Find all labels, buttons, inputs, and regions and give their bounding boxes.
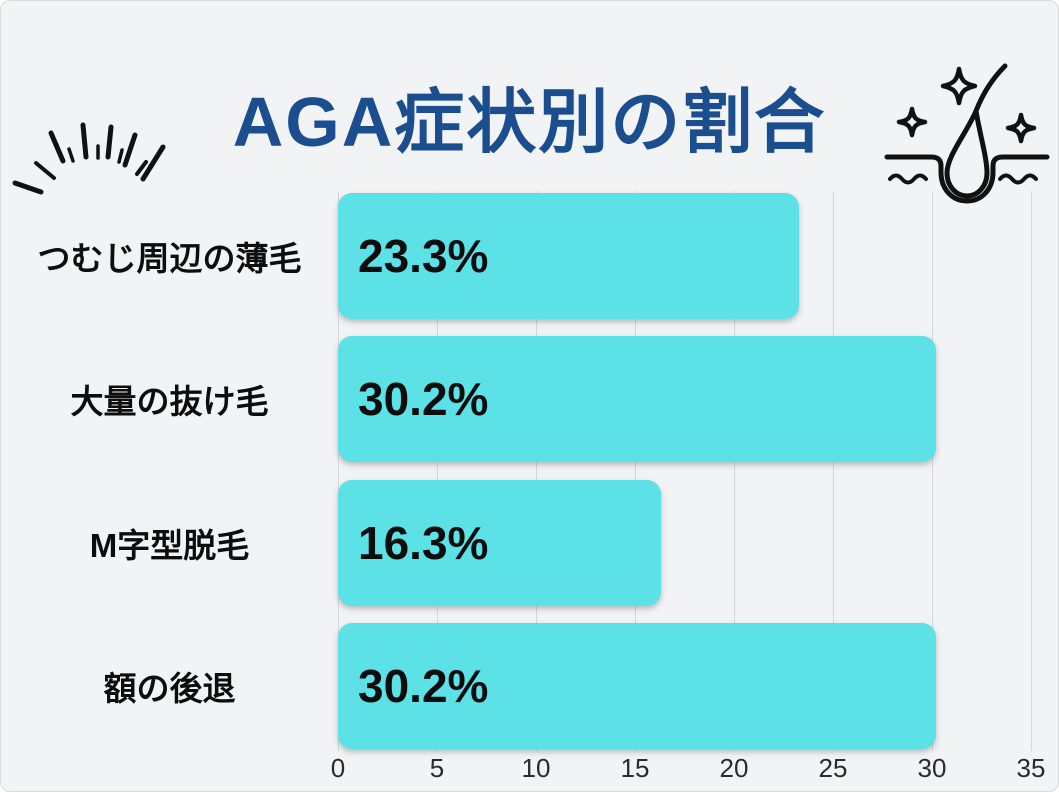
- vertical-gridline: [338, 191, 339, 751]
- vertical-gridline: [536, 191, 537, 751]
- x-tick-label: 25: [818, 753, 848, 783]
- bar-2: 16.3%: [338, 479, 661, 606]
- vertical-gridline: [437, 191, 438, 751]
- burst-decoration-icon: [12, 122, 166, 195]
- vertical-gridline: [635, 191, 636, 751]
- x-tick-label: 30: [917, 753, 947, 783]
- x-tick-label: 35: [1016, 753, 1046, 783]
- category-label: 額の後退: [103, 669, 236, 707]
- x-tick-label: 15: [620, 753, 650, 783]
- vertical-gridline: [833, 191, 834, 751]
- category-label: つむじ周辺の薄毛: [37, 240, 302, 277]
- vertical-gridline: [1031, 191, 1032, 751]
- bar-3: 30.2%: [338, 622, 936, 749]
- bar-value-label: 16.3%: [358, 516, 489, 569]
- bar-1: 30.2%: [338, 336, 936, 463]
- page-title: AGA症状別の割合: [232, 83, 827, 161]
- bar-value-label: 30.2%: [358, 373, 489, 426]
- bar-value-label: 23.3%: [358, 230, 489, 282]
- x-tick-label: 10: [521, 753, 551, 783]
- vertical-gridline: [734, 191, 735, 751]
- x-tick-label: 5: [429, 753, 445, 783]
- category-label: M字型脱毛: [89, 526, 250, 564]
- x-tick-label: 0: [330, 753, 346, 783]
- vertical-gridline: [932, 191, 933, 751]
- x-tick-label: 20: [719, 753, 749, 783]
- hair-follicle-icon: [884, 63, 1050, 204]
- bar-chart-plot-area: 23.3% 30.2% 16.3% 30.2%: [338, 191, 1032, 751]
- category-label: 大量の抜け毛: [70, 383, 269, 421]
- bar-value-label: 30.2%: [358, 659, 489, 712]
- bar-0: 23.3%: [338, 193, 800, 319]
